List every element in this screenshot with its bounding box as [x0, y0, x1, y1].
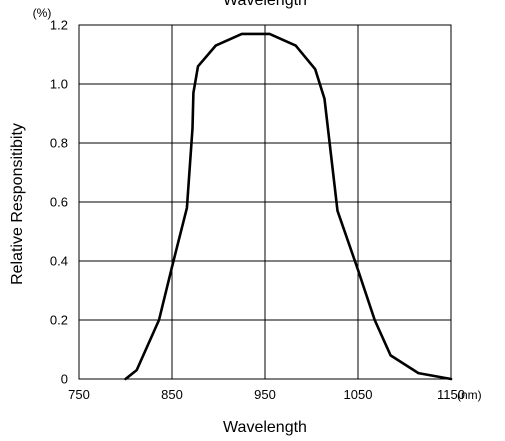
x-tick-label: 1150	[437, 387, 465, 402]
y-unit-label: (%)	[33, 6, 52, 20]
x-tick-label: 950	[254, 387, 276, 402]
x-tick-label: 1050	[344, 387, 373, 402]
y-tick-labels: 0 0.2 0.4 0.6 0.8 1.0 1.2	[50, 18, 68, 387]
x-tick-labels: 750 850 950 1050 1150	[68, 387, 465, 402]
y-tick-label: 1.0	[50, 77, 68, 92]
series-line	[124, 32, 453, 381]
plot-frame	[78, 24, 452, 380]
chart-title: Wavelength	[223, 0, 307, 9]
y-axis-title: Relative Responsitibity	[9, 123, 26, 285]
y-tick-label: 0.8	[50, 136, 68, 151]
y-tick-label: 0	[61, 372, 68, 387]
y-tick-label: 0.4	[50, 254, 68, 269]
y-tick-label: 0.6	[50, 195, 68, 210]
y-tick-label: 1.2	[50, 18, 68, 33]
y-tick-label: 0.2	[50, 313, 68, 328]
x-axis-title: Wavelength	[223, 419, 307, 436]
x-tick-label: 750	[68, 387, 90, 402]
x-unit-label: (nm)	[457, 388, 482, 402]
grid	[78, 24, 452, 380]
x-tick-label: 850	[161, 387, 183, 402]
